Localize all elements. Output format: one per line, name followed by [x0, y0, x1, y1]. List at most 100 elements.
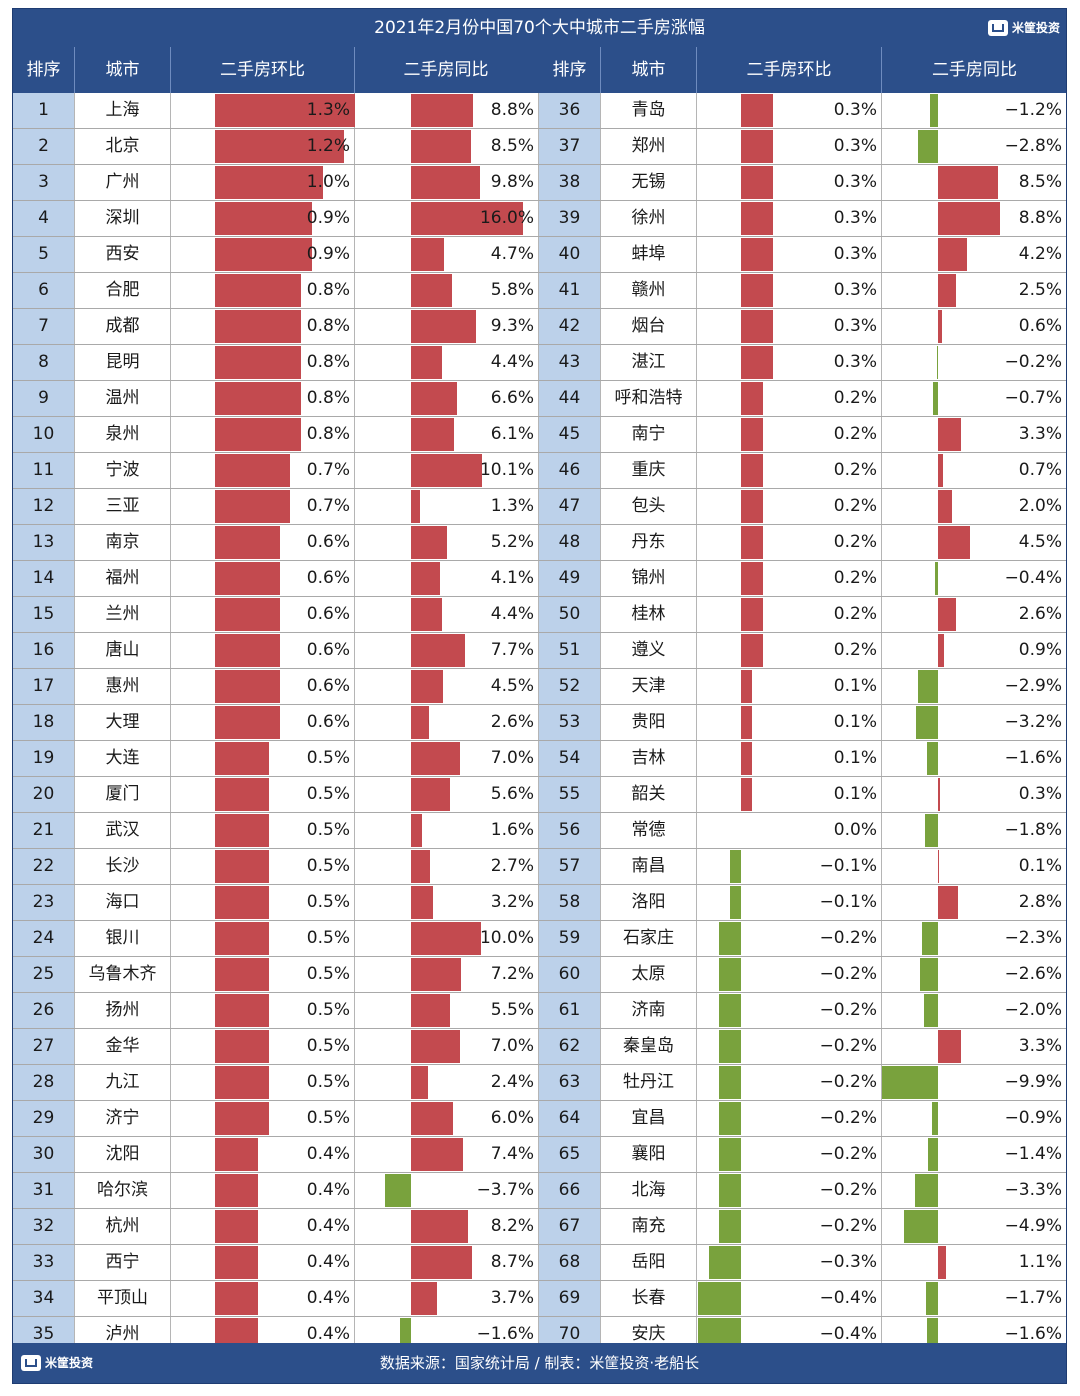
city-cell: 牡丹江	[601, 1065, 697, 1100]
yoy-bar	[411, 562, 440, 595]
rank-cell: 15	[13, 597, 75, 632]
rank-cell: 37	[539, 129, 601, 164]
yoy-cell: −0.7%	[882, 381, 1066, 416]
mom-bar	[215, 1210, 259, 1243]
mom-cell: −0.2%	[697, 921, 882, 956]
yoy-value-label: −2.8%	[1004, 136, 1062, 156]
yoy-cell: 5.5%	[355, 993, 539, 1028]
yoy-cell: 2.8%	[882, 885, 1066, 920]
mom-value-label: 0.3%	[833, 172, 877, 192]
yoy-bar	[938, 1246, 946, 1279]
table-row: 22 长沙 0.5% 2.7% 57 南昌 −0.1% 0.1%	[13, 849, 1066, 885]
rank-cell: 19	[13, 741, 75, 776]
table-row: 19 大连 0.5% 7.0% 54 吉林 0.1% −1.6%	[13, 741, 1066, 777]
header-mom-right: 二手房环比	[697, 47, 882, 93]
table-row: 16 唐山 0.6% 7.7% 51 遵义 0.2% 0.9%	[13, 633, 1066, 669]
yoy-value-label: 2.7%	[490, 856, 534, 876]
mom-value-label: −0.2%	[819, 1144, 877, 1164]
city-cell: 宜昌	[601, 1101, 697, 1136]
table-row: 29 济宁 0.5% 6.0% 64 宜昌 −0.2% −0.9%	[13, 1101, 1066, 1137]
mom-bar	[719, 1210, 741, 1243]
yoy-cell: 3.3%	[882, 1029, 1066, 1064]
mom-value-label: 0.3%	[833, 316, 877, 336]
header-yoy-right: 二手房同比	[932, 60, 1017, 80]
mom-value-label: 0.6%	[306, 604, 350, 624]
yoy-cell: −0.4%	[882, 561, 1066, 596]
yoy-bar	[935, 562, 938, 595]
yoy-value-label: 5.8%	[490, 280, 534, 300]
city-cell: 南充	[601, 1209, 697, 1244]
table-row: 28 九江 0.5% 2.4% 63 牡丹江 −0.2% −9.9%	[13, 1065, 1066, 1101]
yoy-cell: −4.9%	[882, 1209, 1066, 1244]
city-cell: 太原	[601, 957, 697, 992]
yoy-bar	[914, 1174, 938, 1207]
yoy-value-label: 5.6%	[490, 784, 534, 804]
mom-value-label: 0.8%	[306, 280, 350, 300]
yoy-bar	[411, 670, 443, 703]
yoy-cell: 7.7%	[355, 633, 539, 668]
mom-bar	[215, 1138, 259, 1171]
mom-bar	[719, 922, 741, 955]
mom-cell: 0.6%	[171, 705, 355, 740]
mom-bar	[215, 382, 302, 415]
city-cell: 泸州	[75, 1317, 171, 1352]
city-cell: 秦皇岛	[601, 1029, 697, 1064]
rank-cell: 45	[539, 417, 601, 452]
yoy-value-label: 3.2%	[490, 892, 534, 912]
table-row: 14 福州 0.6% 4.1% 49 锦州 0.2% −0.4%	[13, 561, 1066, 597]
table-row: 31 哈尔滨 0.4% −3.7% 66 北海 −0.2% −3.3%	[13, 1173, 1066, 1209]
mom-value-label: 0.3%	[833, 136, 877, 156]
mom-value-label: −0.3%	[819, 1252, 877, 1272]
yoy-cell: 0.1%	[882, 849, 1066, 884]
table-row: 30 沈阳 0.4% 7.4% 65 襄阳 −0.2% −1.4%	[13, 1137, 1066, 1173]
mom-bar	[215, 886, 269, 919]
yoy-bar	[411, 382, 458, 415]
rank-cell: 30	[13, 1137, 75, 1172]
city-cell: 金华	[75, 1029, 171, 1064]
mom-bar	[215, 562, 280, 595]
rank-cell: 48	[539, 525, 601, 560]
footer-logo-icon	[21, 1355, 41, 1371]
mom-bar	[215, 1282, 259, 1315]
yoy-value-label: 3.3%	[1018, 424, 1062, 444]
yoy-bar	[918, 130, 938, 163]
header-city-right: 城市	[601, 47, 697, 93]
yoy-cell: −1.6%	[882, 1317, 1066, 1352]
yoy-cell: 5.8%	[355, 273, 539, 308]
mom-bar	[741, 742, 752, 775]
rank-cell: 27	[13, 1029, 75, 1064]
mom-value-label: 1.2%	[306, 136, 350, 156]
yoy-cell: −1.6%	[355, 1317, 539, 1352]
yoy-bar	[411, 166, 480, 199]
yoy-bar	[938, 274, 956, 307]
mom-value-label: 0.5%	[306, 856, 350, 876]
yoy-cell: −2.8%	[882, 129, 1066, 164]
yoy-bar	[411, 1138, 463, 1171]
yoy-bar	[411, 526, 448, 559]
yoy-value-label: 8.2%	[490, 1216, 534, 1236]
rank-cell: 58	[539, 885, 601, 920]
city-cell: 福州	[75, 561, 171, 596]
yoy-bar	[411, 922, 481, 955]
header-rank-right: 排序	[539, 47, 601, 93]
rank-cell: 44	[539, 381, 601, 416]
mom-cell: 0.1%	[697, 669, 882, 704]
mom-value-label: 0.4%	[306, 1144, 350, 1164]
yoy-value-label: 4.1%	[490, 568, 534, 588]
rank-cell: 59	[539, 921, 601, 956]
source-footer: 米筐投资 数据来源：国家统计局 / 制表：米筐投资·老船长	[13, 1343, 1066, 1383]
rank-cell: 34	[13, 1281, 75, 1316]
yoy-bar	[938, 886, 958, 919]
mom-value-label: 0.3%	[833, 352, 877, 372]
mom-bar	[215, 526, 280, 559]
mom-cell: 0.2%	[697, 381, 882, 416]
mom-bar	[741, 634, 763, 667]
rank-cell: 40	[539, 237, 601, 272]
header-mom-left: 二手房环比	[171, 47, 355, 93]
table-row: 34 平顶山 0.4% 3.7% 69 长春 −0.4% −1.7%	[13, 1281, 1066, 1317]
yoy-bar	[411, 598, 442, 631]
table-row: 3 广州 1.0% 9.8% 38 无锡 0.3% 8.5%	[13, 165, 1066, 201]
mom-cell: 0.2%	[697, 633, 882, 668]
mom-bar	[708, 1246, 741, 1279]
yoy-cell: 4.2%	[882, 237, 1066, 272]
